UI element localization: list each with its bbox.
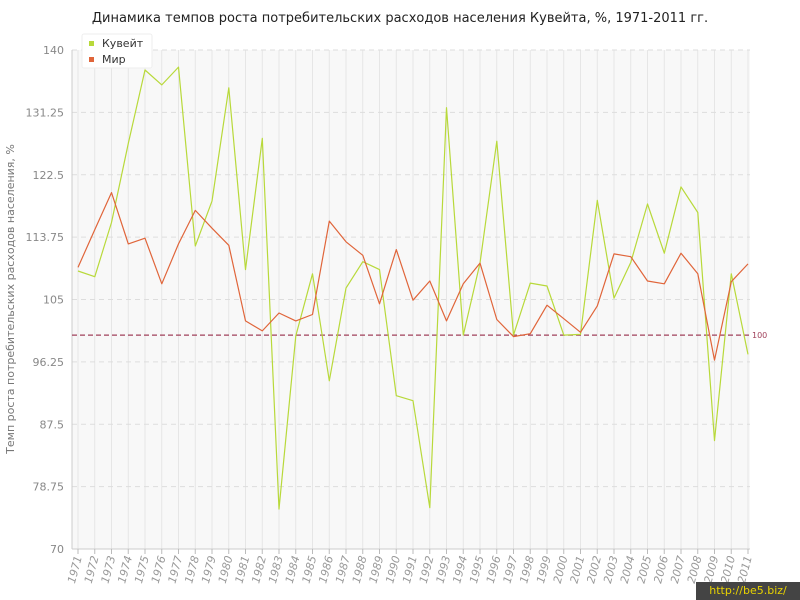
legend-swatch (89, 57, 94, 62)
legend-swatch (89, 41, 94, 46)
y-tick-label: 96.25 (33, 356, 65, 369)
legend: Кувейт Мир (81, 33, 153, 69)
chart-title: Динамика темпов роста потребительских ра… (92, 11, 708, 26)
reference-line-label: 100 (752, 331, 767, 340)
watermark[interactable]: http://be5.biz/ (696, 582, 800, 600)
y-tick-label: 105 (43, 294, 64, 307)
y-tick-label: 140 (43, 44, 64, 57)
legend-label: Кувейт (102, 37, 144, 50)
plot-grid (71, 49, 750, 550)
reference-line: 100 (72, 331, 767, 340)
y-axis-ticks: 70 78.75 87.5 96.25 105 113.75 122.5 131.25 140 (26, 44, 65, 556)
x-axis-ticks: 1971197219731974197519761977197819791980… (65, 549, 755, 585)
y-tick-label: 70 (50, 543, 64, 556)
series-line-Кувейт (77, 66, 749, 510)
legend-label: Мир (102, 53, 126, 66)
y-tick-label: 78.75 (33, 481, 65, 494)
y-tick-label: 131.25 (26, 106, 65, 119)
y-tick-label: 87.5 (40, 418, 65, 431)
y-axis-label: Темп роста потребительских расходов насе… (4, 144, 17, 455)
x-tick-label: 2011 (735, 554, 755, 584)
y-tick-label: 113.75 (26, 231, 65, 244)
series-lines (77, 66, 749, 510)
y-tick-label: 122.5 (33, 169, 65, 182)
series-line-Мир (77, 192, 749, 361)
legend-box (81, 33, 153, 69)
